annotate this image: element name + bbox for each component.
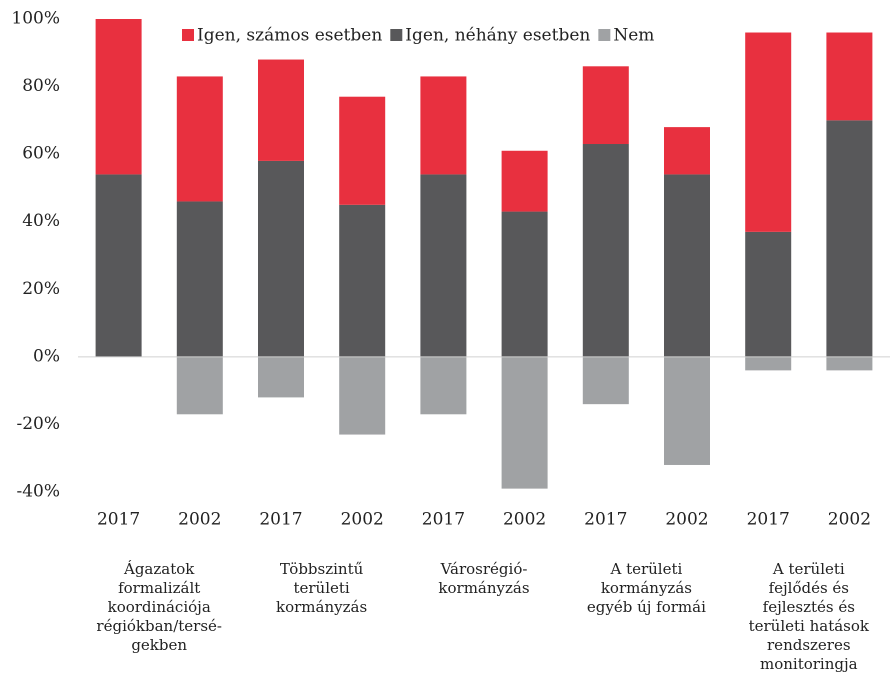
bar-segment <box>420 76 467 175</box>
bar-segment <box>258 59 304 161</box>
bar-segment <box>258 160 304 357</box>
x-tick-label: 2017 <box>747 510 790 530</box>
legend-swatch <box>182 29 194 41</box>
y-tick-label: 80% <box>22 76 60 96</box>
bar-segment <box>95 19 142 175</box>
bar-segment <box>664 356 710 465</box>
bar-segment <box>176 356 223 415</box>
group-label: területi hatások <box>749 617 870 635</box>
bar-segment <box>339 96 386 205</box>
y-tick-label: 20% <box>22 279 60 299</box>
group-label: egyéb új formái <box>587 598 706 616</box>
y-tick-label: 100% <box>11 9 60 29</box>
legend-label: Igen, néhány esetben <box>405 26 590 46</box>
group-label: Városrégió- <box>440 560 528 578</box>
x-tick-label: 2017 <box>422 510 465 530</box>
legend-swatch <box>390 29 403 41</box>
group-label: rendszeres <box>767 636 851 654</box>
bar-segment <box>176 201 223 357</box>
bar-segment <box>258 356 304 398</box>
x-tick-label: 2002 <box>828 510 871 530</box>
y-tick-label: 0% <box>33 346 60 366</box>
y-tick-label: 40% <box>22 211 60 231</box>
bar-segment <box>501 211 548 357</box>
y-tick-label: -40% <box>16 482 60 502</box>
bar-segment <box>826 32 873 121</box>
group-label: Többszintű <box>280 560 364 578</box>
legend-swatch <box>598 29 611 41</box>
group-label: monitoringja <box>760 655 858 673</box>
bar-segment <box>582 66 629 145</box>
group-label: gekben <box>131 636 187 654</box>
bar-segment <box>745 32 792 232</box>
bar-segment <box>826 120 873 357</box>
group-label: fejlesztés és <box>763 598 855 616</box>
group-label: területi <box>293 579 349 597</box>
bar-segment <box>826 356 873 371</box>
group-label: formalizált <box>118 579 200 597</box>
group-label: kormányzás <box>601 579 692 597</box>
group-label: Ágazatok <box>123 560 195 578</box>
bar-segment <box>745 231 792 357</box>
bar-segment <box>582 144 629 357</box>
y-tick-label: 60% <box>22 144 60 164</box>
x-tick-label: 2002 <box>178 510 221 530</box>
bar-segment <box>582 356 629 405</box>
bar-segment <box>664 127 710 175</box>
group-label: A területi <box>609 560 682 578</box>
legend-label: Igen, számos esetben <box>197 26 382 46</box>
x-tick-label: 2002 <box>341 510 384 530</box>
x-tick-label: 2002 <box>503 510 546 530</box>
bar-segment <box>745 356 792 371</box>
bar-segment <box>501 356 548 489</box>
bar-segment <box>664 174 710 357</box>
bar-segment <box>339 356 386 435</box>
group-label: kormányzás <box>276 598 367 616</box>
bar-segment <box>420 174 467 357</box>
legend-label: Nem <box>613 26 654 46</box>
group-label: fejlődés és <box>769 579 849 597</box>
bar-segment <box>420 356 467 415</box>
y-tick-label: -20% <box>16 414 60 434</box>
bar-segment <box>501 150 548 212</box>
x-tick-label: 2017 <box>97 510 140 530</box>
bar-segment <box>339 204 386 357</box>
bar-segment <box>95 174 142 357</box>
group-label: koordinációja <box>108 598 211 616</box>
group-label: A területi <box>772 560 845 578</box>
group-label: régiókban/tersé- <box>96 617 222 635</box>
x-tick-label: 2002 <box>665 510 708 530</box>
x-tick-label: 2017 <box>584 510 627 530</box>
x-tick-label: 2017 <box>259 510 302 530</box>
group-label: kormányzás <box>438 579 529 597</box>
bar-segment <box>176 76 223 202</box>
